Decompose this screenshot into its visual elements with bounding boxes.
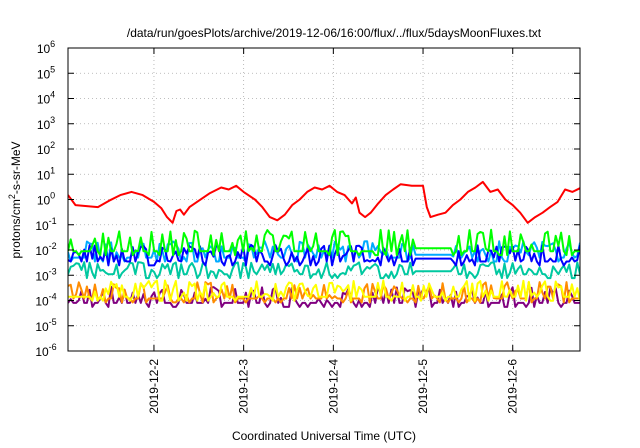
y-tick-label: 10-2 [35,241,56,258]
y-tick-label: 106 [37,39,55,56]
x-tick-label: 2019-12-2 [147,359,161,414]
series-line [68,244,580,267]
series-line [68,228,580,257]
y-axis: 10-6 10-5 10-4 10-3 10-2 10-1 100 101 102 103 104 1… [35,39,580,359]
y-tick-label: 102 [37,140,55,157]
x-axis: 2019-12-2 2019-12-3 2019-12-4 2019-12-5 2019… [147,48,520,414]
series-line [68,279,580,302]
y-axis-label: protons/cm2-s-sr-MeV [7,141,23,258]
series-layer [68,180,580,308]
y-tick-label: 101 [37,165,55,182]
series-line [68,261,580,280]
y-tick-label: 10-6 [35,342,56,359]
y-tick-label: 100 [37,191,55,208]
x-axis-label: Coordinated Universal Time (UTC) [232,429,416,443]
x-tick-label: 2019-12-6 [506,359,520,414]
x-tick-label: 2019-12-5 [416,359,430,414]
y-tick-label: 10-1 [35,216,56,233]
series-line [68,285,580,308]
series-line [68,180,580,224]
y-tick-label: 105 [37,64,55,81]
chart-title: /data/run/goesPlots/archive/2019-12-06/1… [127,26,542,40]
y-tick-label: 104 [37,90,55,107]
y-tick-label: 10-5 [35,317,56,334]
series-line [68,281,580,304]
y-tick-label: 10-3 [35,266,56,283]
y-tick-label: 10-4 [35,292,56,309]
x-tick-label: 2019-12-4 [326,359,340,414]
y-tick-label: 103 [37,115,55,132]
x-tick-label: 2019-12-3 [237,359,251,414]
